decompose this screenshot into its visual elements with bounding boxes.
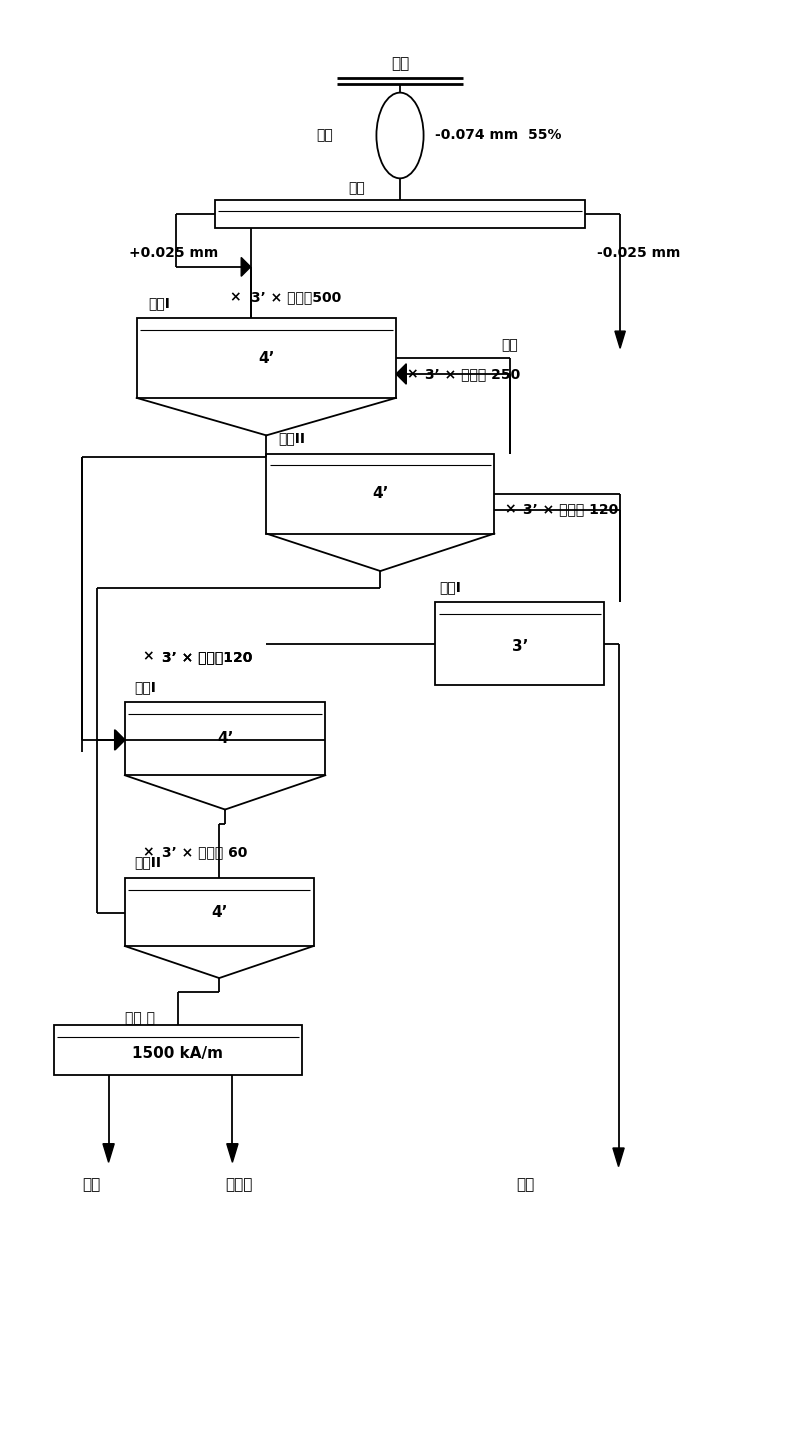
- Polygon shape: [613, 1148, 624, 1167]
- Text: 粗选II: 粗选II: [278, 431, 305, 446]
- Bar: [137, 319, 396, 398]
- Text: +0.025 mm: +0.025 mm: [129, 245, 218, 260]
- Text: 3’ × 改性胵 120: 3’ × 改性胵 120: [523, 503, 618, 516]
- Text: 3’ × 改性胵120: 3’ × 改性胵120: [162, 650, 252, 663]
- Text: 精矿: 精矿: [82, 1178, 101, 1193]
- Text: 尾砂: 尾砂: [391, 56, 409, 72]
- Text: ×: ×: [142, 650, 154, 663]
- Text: 3’ × 改性胵 60: 3’ × 改性胵 60: [162, 845, 247, 859]
- Text: ×: ×: [142, 845, 154, 859]
- Text: 精选II: 精选II: [134, 855, 162, 870]
- Text: ×: ×: [406, 366, 418, 381]
- Text: 4’: 4’: [372, 486, 389, 502]
- Text: 4’: 4’: [217, 731, 234, 747]
- Polygon shape: [615, 332, 626, 349]
- Text: -0.025 mm: -0.025 mm: [597, 245, 680, 260]
- Text: 3’ × 改性胵120: 3’ × 改性胵120: [162, 650, 252, 663]
- Text: 磨矿: 磨矿: [317, 128, 333, 143]
- Polygon shape: [396, 363, 406, 384]
- Bar: [125, 702, 326, 776]
- Polygon shape: [226, 1144, 238, 1162]
- Text: 矿泥: 矿泥: [502, 339, 518, 352]
- Bar: [435, 603, 604, 685]
- Bar: [215, 200, 585, 228]
- Bar: [54, 1025, 302, 1076]
- Text: 扫选I: 扫选I: [439, 580, 461, 594]
- Text: -0.074 mm  55%: -0.074 mm 55%: [435, 128, 562, 143]
- Polygon shape: [114, 730, 125, 750]
- Text: 尾矿: 尾矿: [517, 1178, 535, 1193]
- Text: 脱浆: 脱浆: [348, 182, 365, 196]
- Polygon shape: [242, 258, 250, 277]
- Text: 磁性矿: 磁性矿: [225, 1178, 253, 1193]
- Text: 强磁 选: 强磁 选: [125, 1011, 155, 1025]
- Text: ×: ×: [229, 290, 241, 304]
- Text: 3’ × 改性胵500: 3’ × 改性胵500: [250, 290, 341, 304]
- Bar: [266, 454, 494, 534]
- Text: 4’: 4’: [211, 904, 227, 920]
- Text: 3’: 3’: [512, 639, 528, 655]
- Text: 1500 kA/m: 1500 kA/m: [133, 1045, 223, 1060]
- Text: 4’: 4’: [258, 350, 274, 366]
- Bar: [125, 878, 314, 946]
- Text: 精选I: 精选I: [134, 679, 156, 694]
- Polygon shape: [103, 1144, 114, 1162]
- Text: 3’ × 改性胵 250: 3’ × 改性胵 250: [425, 366, 521, 381]
- Polygon shape: [115, 731, 125, 750]
- Text: ×: ×: [504, 503, 516, 516]
- Text: 粗选I: 粗选I: [149, 296, 170, 310]
